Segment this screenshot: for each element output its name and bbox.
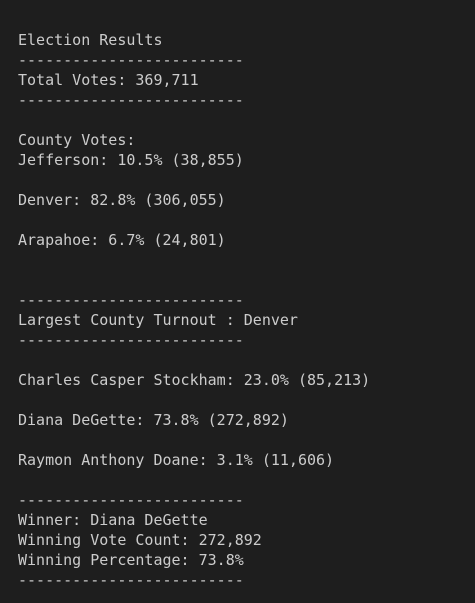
separator-line: ------------------------- [18, 570, 475, 590]
blank-line [18, 350, 475, 370]
candidate-line-degette: Diana DeGette: 73.8% (272,892) [18, 410, 475, 430]
county-votes-header: County Votes: [18, 130, 475, 150]
blank-line [18, 170, 475, 190]
report-title: Election Results [18, 30, 475, 50]
county-line-arapahoe: Arapahoe: 6.7% (24,801) [18, 230, 475, 250]
blank-line [18, 390, 475, 410]
largest-county-line: Largest County Turnout : Denver [18, 310, 475, 330]
blank-line [18, 430, 475, 450]
separator-line: ------------------------- [18, 290, 475, 310]
county-line-denver: Denver: 82.8% (306,055) [18, 190, 475, 210]
winner-line: Winner: Diana DeGette [18, 510, 475, 530]
candidate-line-doane: Raymon Anthony Doane: 3.1% (11,606) [18, 450, 475, 470]
blank-line [18, 250, 475, 270]
blank-line [18, 470, 475, 490]
winning-percentage-line: Winning Percentage: 73.8% [18, 550, 475, 570]
separator-line: ------------------------- [18, 490, 475, 510]
blank-line [18, 270, 475, 290]
separator-line: ------------------------- [18, 330, 475, 350]
winning-vote-count-line: Winning Vote Count: 272,892 [18, 530, 475, 550]
total-votes-line: Total Votes: 369,711 [18, 70, 475, 90]
blank-line [18, 110, 475, 130]
county-line-jefferson: Jefferson: 10.5% (38,855) [18, 150, 475, 170]
blank-line [18, 210, 475, 230]
separator-line: ------------------------- [18, 90, 475, 110]
candidate-line-stockham: Charles Casper Stockham: 23.0% (85,213) [18, 370, 475, 390]
separator-line: ------------------------- [18, 50, 475, 70]
